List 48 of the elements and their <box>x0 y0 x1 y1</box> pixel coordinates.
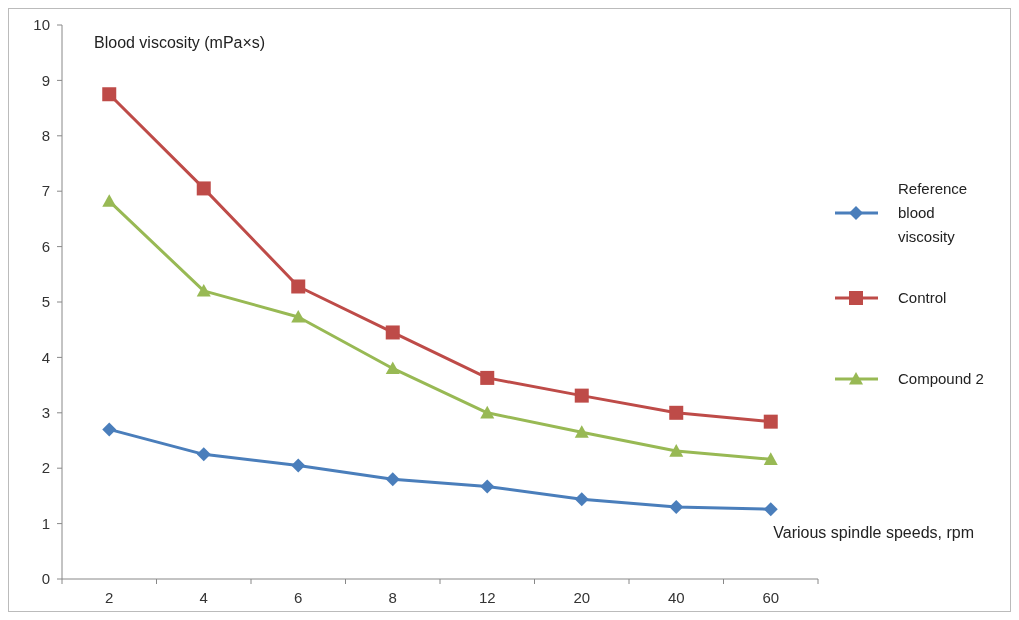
y-tick-label: 5 <box>41 293 50 311</box>
legend-label: Reference blood viscosity <box>898 180 968 246</box>
y-tick-label: 7 <box>41 182 50 200</box>
legend-label: Control <box>898 289 947 307</box>
point <box>291 279 306 294</box>
x-tick-label: 60 <box>762 589 780 606</box>
point <box>291 458 306 473</box>
y-tick-label: 9 <box>41 71 50 89</box>
x-tick-label: 6 <box>294 589 303 606</box>
point <box>385 361 400 375</box>
point <box>574 425 589 438</box>
point <box>480 370 495 385</box>
x-axis-title: Various spindle speeds, rpm <box>773 524 974 541</box>
x-tick-label: 8 <box>388 589 397 606</box>
y-tick-label: 3 <box>41 404 50 422</box>
point <box>102 87 117 102</box>
x-tick-label: 2 <box>105 589 114 606</box>
point <box>763 502 778 517</box>
point <box>763 452 778 465</box>
point <box>196 283 211 297</box>
y-tick-label: 6 <box>41 237 50 255</box>
point <box>196 181 211 196</box>
point <box>574 388 589 403</box>
point <box>763 414 778 429</box>
point <box>480 405 495 419</box>
point <box>102 422 117 437</box>
x-tick-label: 20 <box>573 589 591 606</box>
point <box>102 194 117 207</box>
y-tick-label: 1 <box>41 514 50 532</box>
y-tick-label: 10 <box>33 16 50 34</box>
x-tick-label: 12 <box>478 589 496 606</box>
point <box>196 447 211 462</box>
y-tick-label: 2 <box>41 459 50 477</box>
legend-label: Compound 2 <box>898 370 984 388</box>
point <box>669 499 684 514</box>
y-tick-label: 4 <box>41 348 50 366</box>
x-tick-label: 40 <box>667 589 685 606</box>
point <box>291 309 306 323</box>
point <box>669 444 684 457</box>
point <box>669 405 684 420</box>
x-tick-label: 4 <box>199 589 208 606</box>
y-axis-title: Blood viscosity (mPa×s) <box>94 34 266 51</box>
y-tick-label: 0 <box>41 570 50 588</box>
point <box>385 472 400 487</box>
point <box>480 479 495 494</box>
point <box>574 492 589 507</box>
y-tick-label: 8 <box>41 127 50 145</box>
point <box>385 325 400 340</box>
